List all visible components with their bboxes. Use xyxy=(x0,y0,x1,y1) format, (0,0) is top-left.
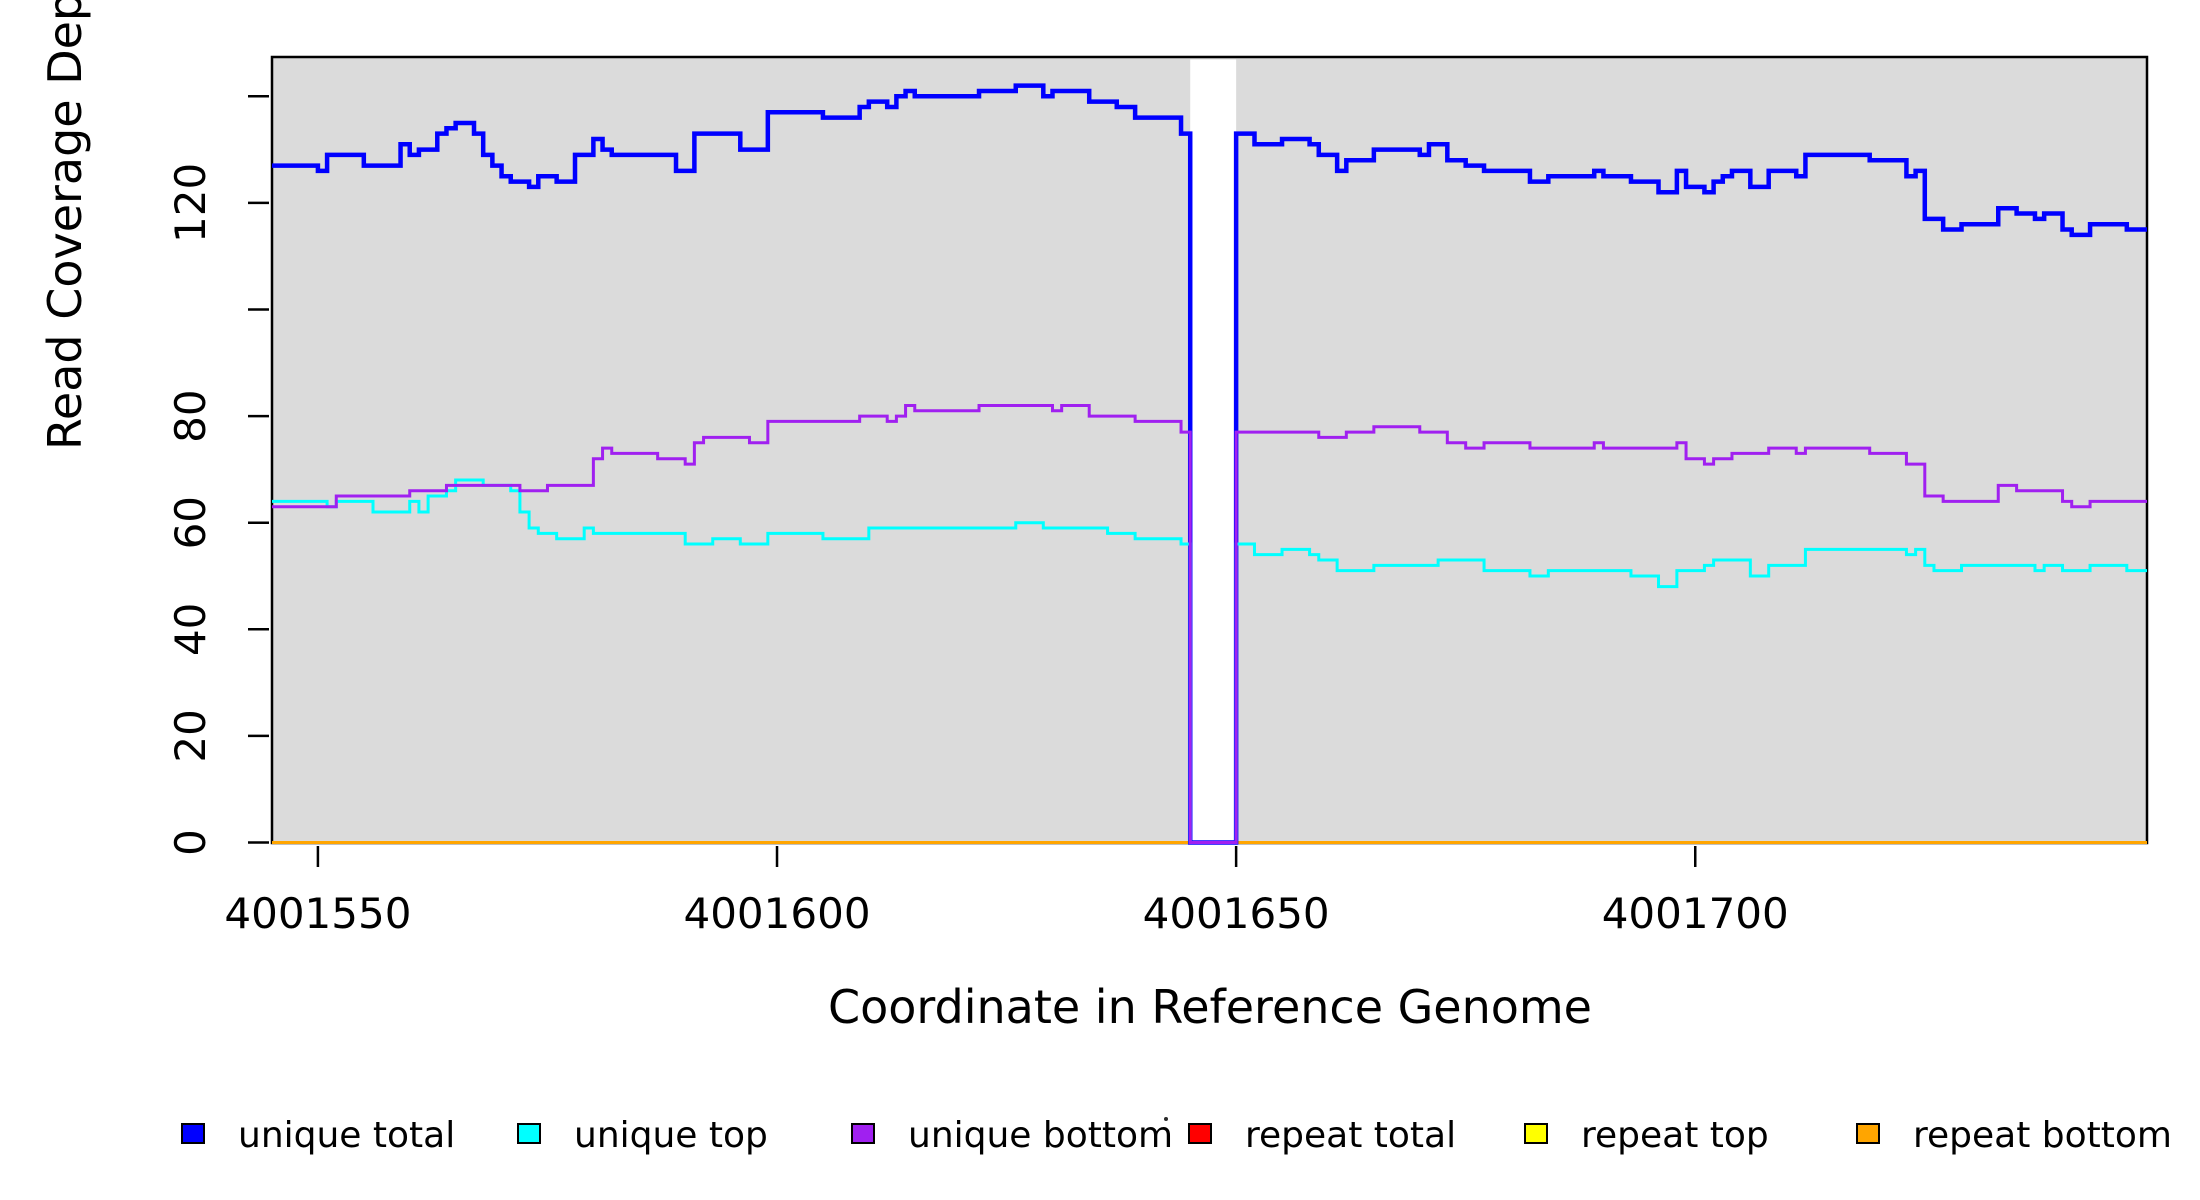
coverage-gap-band xyxy=(1190,59,1237,843)
y-tick-label: 80 xyxy=(166,389,215,442)
y-tick-label: 40 xyxy=(166,603,215,656)
y-axis-title: Read Coverage Depth xyxy=(38,0,92,450)
y-tick-label: 20 xyxy=(166,709,215,762)
x-tick-label: 4001600 xyxy=(683,889,870,938)
y-tick-label: 60 xyxy=(166,496,215,549)
stray-dot-artifact xyxy=(1164,1117,1168,1121)
series-line-unique-bottom xyxy=(272,403,2147,844)
x-tick-label: 4001700 xyxy=(1602,889,1789,938)
x-axis-title: Coordinate in Reference Genome xyxy=(828,980,1592,1034)
y-tick-label: 120 xyxy=(166,163,215,243)
series-line-unique-total xyxy=(272,83,2147,845)
y-tick-label: 0 xyxy=(166,829,215,856)
x-tick-label: 4001550 xyxy=(224,889,411,938)
x-tick-label: 4001650 xyxy=(1143,889,1330,938)
